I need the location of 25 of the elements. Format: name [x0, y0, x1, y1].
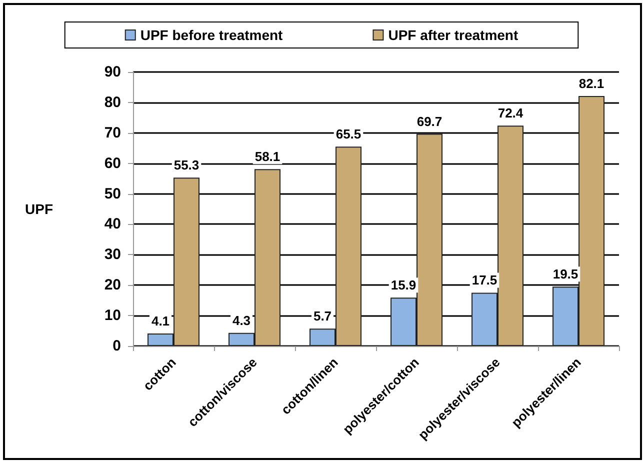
data-label: 55.3: [174, 158, 200, 173]
y-tick-label: 70: [104, 124, 121, 142]
y-tick-label: 50: [104, 185, 121, 202]
data-label: 4.1: [151, 314, 170, 329]
data-label: 19.5: [552, 266, 578, 282]
data-label: 58.1: [254, 149, 280, 164]
y-tick-label: 10: [104, 307, 121, 324]
y-tick-label: 80: [104, 94, 121, 111]
data-label: 17.5: [472, 272, 498, 288]
y-tick-label: 20: [104, 276, 121, 294]
data-label: 69.7: [416, 114, 442, 129]
y-axis-title: UPF: [25, 201, 54, 217]
y-tick-label: 0: [112, 338, 121, 354]
data-label: 65.5: [336, 126, 362, 142]
data-label: 15.9: [390, 278, 416, 293]
data-label: 5.7: [313, 308, 332, 324]
legend-label: UPF after treatment: [388, 27, 518, 43]
y-tick-label: 90: [104, 64, 121, 80]
y-tick-label: 30: [104, 246, 121, 264]
data-label: 72.4: [498, 106, 524, 121]
legend-label: UPF before treatment: [140, 27, 284, 43]
data-label: 82.1: [578, 76, 604, 92]
y-tick-label: 40: [104, 216, 121, 233]
data-label: 4.3: [232, 312, 251, 328]
y-tick-label: 60: [104, 154, 121, 172]
